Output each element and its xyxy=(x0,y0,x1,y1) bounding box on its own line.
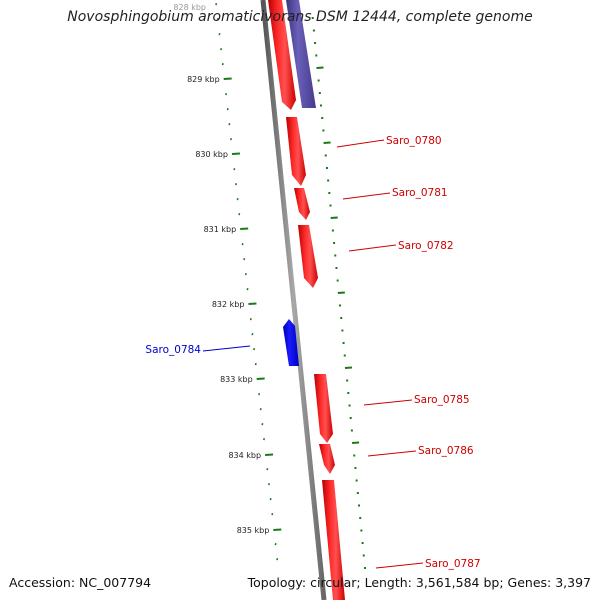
gene-arrow-saro-0781[interactable] xyxy=(294,188,310,220)
ruler-major-tick xyxy=(240,229,248,230)
ruler-major-tick xyxy=(248,304,256,305)
ruler-major-tick xyxy=(273,530,281,531)
ruler-major-tick xyxy=(265,455,273,456)
outer-major-tick xyxy=(345,368,352,369)
ruler-major-tick xyxy=(257,379,265,380)
ruler-label: 832 kbp xyxy=(212,300,245,309)
gene-arrow-saro-0786[interactable] xyxy=(319,444,335,474)
ruler-label: 834 kbp xyxy=(228,451,261,460)
leader-line-saro-0787 xyxy=(376,563,423,568)
leader-line-saro-0782 xyxy=(349,245,396,251)
gene-label-saro-0786[interactable]: Saro_0786 xyxy=(418,445,474,457)
leader-line-saro-0780 xyxy=(337,140,384,147)
outer-major-tick xyxy=(316,68,323,69)
outer-major-tick xyxy=(324,143,331,144)
ruler-label: 831 kbp xyxy=(204,225,237,234)
gene-label-saro-0787[interactable]: Saro_0787 xyxy=(425,558,481,570)
leader-line-saro-0784 xyxy=(203,346,250,351)
ruler-label: 835 kbp xyxy=(237,526,270,535)
ruler-major-tick xyxy=(232,154,240,155)
outer-major-tick xyxy=(338,293,345,294)
accession-text: Accession: NC_007794 xyxy=(9,575,151,590)
ruler-label: 830 kbp xyxy=(195,150,228,159)
gene-label-saro-0784[interactable]: Saro_0784 xyxy=(145,344,201,356)
outer-major-tick xyxy=(331,218,338,219)
ruler-label: 829 kbp xyxy=(187,75,220,84)
outer-major-tick xyxy=(352,443,359,444)
leader-line-saro-0786 xyxy=(368,451,416,456)
gene-label-saro-0781[interactable]: Saro_0781 xyxy=(392,187,448,199)
gene-arrow-saro-0780[interactable] xyxy=(286,117,306,186)
outer-tick-track xyxy=(312,18,366,568)
leader-line-saro-0781 xyxy=(343,193,390,199)
ruler-major-tick xyxy=(224,79,232,80)
gene-label-saro-0780[interactable]: Saro_0780 xyxy=(386,135,442,147)
position-ruler: 829 kbp 830 kbp 831 kbp 832 kbp 833 kbp 834 k… xyxy=(187,4,281,559)
gene-label-saro-0782[interactable]: Saro_0782 xyxy=(398,240,454,252)
gene-arrow-saro-0782[interactable] xyxy=(298,225,318,288)
genome-summary-text: Topology: circular; Length: 3,561,584 bp… xyxy=(248,575,591,590)
ruler-label: 833 kbp xyxy=(220,375,253,384)
leader-line-saro-0785 xyxy=(364,400,412,405)
gene-label-saro-0785[interactable]: Saro_0785 xyxy=(414,394,470,406)
map-title: Novosphingobium aromaticivorans DSM 1244… xyxy=(0,9,600,25)
gene-arrow-saro-0785[interactable] xyxy=(314,374,333,443)
